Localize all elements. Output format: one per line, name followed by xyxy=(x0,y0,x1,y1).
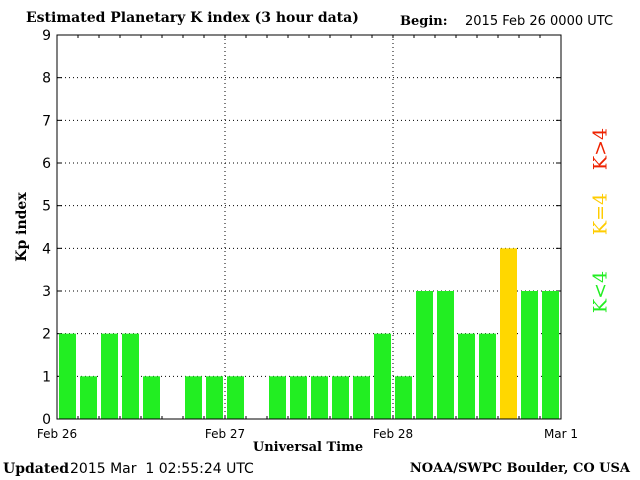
y-tick-label: 1 xyxy=(42,369,51,385)
kp-bar xyxy=(542,291,559,419)
legend-k-less-than-4: K<4 xyxy=(589,270,612,314)
y-tick-label: 6 xyxy=(42,156,51,172)
kp-bar xyxy=(458,333,475,419)
credit-text: NOAA/SWPC Boulder, CO USA xyxy=(409,461,630,476)
x-tick-label: Feb 28 xyxy=(373,427,413,441)
kp-bar xyxy=(227,376,244,419)
y-tick-label: 5 xyxy=(42,199,51,215)
kp-bar xyxy=(437,291,454,419)
y-tick-label: 8 xyxy=(42,71,51,87)
kp-bar xyxy=(122,333,139,419)
y-tick-label: 0 xyxy=(42,412,51,428)
plot-frame xyxy=(56,34,562,420)
kp-bar xyxy=(206,376,223,419)
y-tick-label: 2 xyxy=(42,327,51,343)
kp-bar xyxy=(59,333,76,419)
updated-label: Updated xyxy=(3,461,70,477)
x-tick-label: Feb 27 xyxy=(205,427,245,441)
kp-bar xyxy=(479,333,496,419)
x-tick-label: Feb 26 xyxy=(37,427,77,441)
kp-bar xyxy=(500,248,517,419)
y-axis-label: Kp index xyxy=(14,192,30,262)
y-tick-label: 3 xyxy=(42,284,51,300)
kp-bar xyxy=(332,376,349,419)
kp-bar xyxy=(353,376,370,419)
kp-bar xyxy=(101,333,118,419)
begin-label: Begin: xyxy=(400,14,448,29)
kp-bar xyxy=(185,376,202,419)
kp-bar xyxy=(290,376,307,419)
y-tick-label: 7 xyxy=(42,113,51,129)
x-axis-label: Universal Time xyxy=(252,440,364,455)
chart-title: Estimated Planetary K index (3 hour data… xyxy=(26,10,359,26)
updated-timestamp: 2015 Mar 1 02:55:24 UTC xyxy=(70,461,254,477)
kp-bar xyxy=(143,376,160,419)
kp-bar xyxy=(416,291,433,419)
kp-bar xyxy=(374,333,391,419)
x-tick-label: Mar 1 xyxy=(544,427,578,441)
y-tick-label: 9 xyxy=(42,28,51,44)
kp-bar xyxy=(521,291,538,419)
legend-k-equals-4: K=4 xyxy=(589,192,612,236)
kp-bar xyxy=(80,376,97,419)
kp-bar xyxy=(395,376,412,419)
y-tick-label: 4 xyxy=(42,241,51,257)
begin-value: 2015 Feb 26 0000 UTC xyxy=(465,14,614,29)
kp-bar xyxy=(269,376,286,419)
kp-bar xyxy=(311,376,328,419)
legend-k-greater-than-4: K>4 xyxy=(589,127,612,171)
